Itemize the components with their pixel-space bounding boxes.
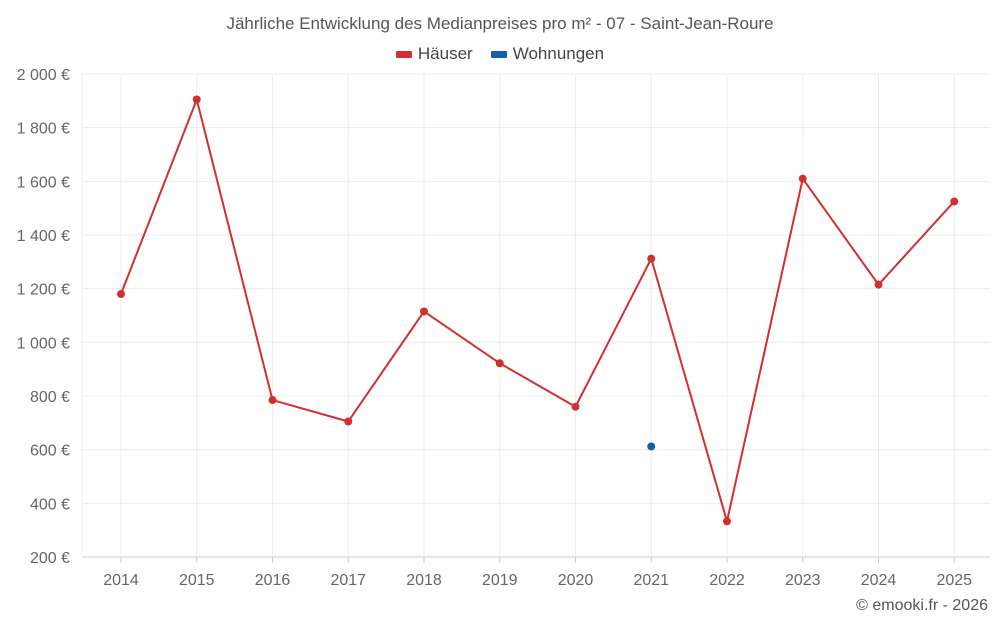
x-tick-label: 2024 <box>861 572 897 589</box>
houses-point-2021 <box>647 254 656 263</box>
legend-item-apartments[interactable]: Wohnungen <box>490 44 605 64</box>
houses-point-2024 <box>874 280 883 289</box>
y-tick-label: 1 200 € <box>17 282 70 299</box>
y-tick-label: 1 000 € <box>17 335 70 352</box>
chart-title: Jährliche Entwicklung des Medianpreises … <box>226 14 774 33</box>
y-tick-label: 200 € <box>30 550 70 567</box>
x-tick-label: 2021 <box>633 572 669 589</box>
x-tick-label: 2016 <box>255 572 291 589</box>
x-tick-label: 2019 <box>482 572 518 589</box>
x-tick-label: 2023 <box>785 572 821 589</box>
series-line-houses <box>120 98 955 523</box>
y-tick-label: 400 € <box>30 496 70 513</box>
x-tick-label: 2017 <box>330 572 366 589</box>
houses-point-2025 <box>950 197 959 206</box>
x-tick-label: 2020 <box>558 572 594 589</box>
y-tick-label: 1 800 € <box>17 121 70 138</box>
y-tick-label: 1 600 € <box>17 174 70 191</box>
houses-point-2022 <box>723 517 731 526</box>
legend-swatch-apartments <box>490 50 507 58</box>
y-tick-label: 800 € <box>30 389 70 406</box>
x-tick-label: 2018 <box>406 572 442 589</box>
x-tick-label: 2015 <box>179 572 215 589</box>
houses-point-2020 <box>571 402 580 411</box>
apartments-point-2021 <box>647 442 656 451</box>
legend-swatch-houses <box>395 50 412 58</box>
x-tick-label: 2025 <box>936 572 972 589</box>
legend-item-houses[interactable]: Häuser <box>395 44 473 64</box>
y-tick-label: 600 € <box>30 443 70 460</box>
legend-label-houses: Häuser <box>417 44 473 63</box>
y-tick-label: 1 400 € <box>17 228 70 245</box>
legend: Häuser Wohnungen <box>0 44 1000 64</box>
x-tick-label: 2022 <box>709 572 745 589</box>
y-tick-label: 2 000 € <box>17 67 70 84</box>
houses-point-2014 <box>117 290 125 299</box>
houses-point-2016 <box>268 396 277 405</box>
houses-point-2019 <box>495 359 504 368</box>
legend-label-apartments: Wohnungen <box>512 44 605 63</box>
copyright-notice: © emooki.fr - 2026 <box>856 597 988 614</box>
houses-point-2018 <box>420 307 428 316</box>
houses-point-2023 <box>798 174 807 183</box>
houses-point-2017 <box>344 417 353 426</box>
x-tick-label: 2014 <box>103 572 139 589</box>
houses-point-2015 <box>192 95 201 104</box>
